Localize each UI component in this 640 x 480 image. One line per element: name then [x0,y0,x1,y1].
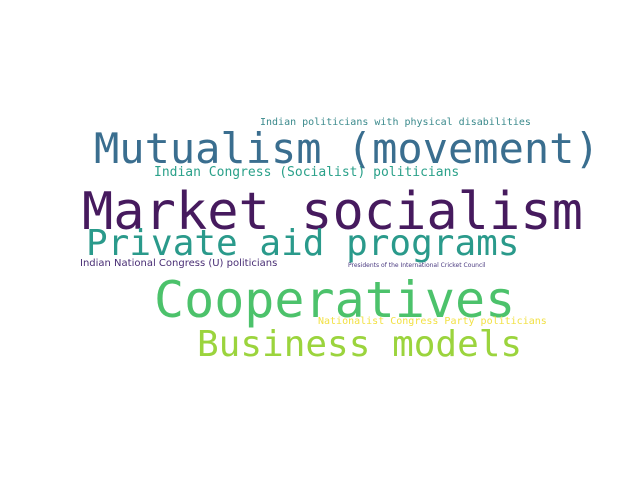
word-nationalist-congress-party-politicians: Nationalist Congress Party politicians [318,316,547,327]
word-indian-national-congress-u-politicians: Indian National Congress (U) politicians [80,258,278,269]
word-business-models: Business models [197,324,523,365]
word-cooperatives: Cooperatives [154,271,516,329]
word-indian-congress-socialist-politicians: Indian Congress (Socialist) politicians [154,165,460,180]
word-private-aid-programs: Private aid programs [86,223,520,264]
word-market-socialism: Market socialism [82,182,583,242]
word-mutualism-movement: Mutualism (movement) [94,124,600,173]
word-presidents-icc: Presidents of the International Cricket … [348,262,486,269]
word-indian-politicians-physical-disabilities: Indian politicians with physical disabil… [260,117,531,128]
